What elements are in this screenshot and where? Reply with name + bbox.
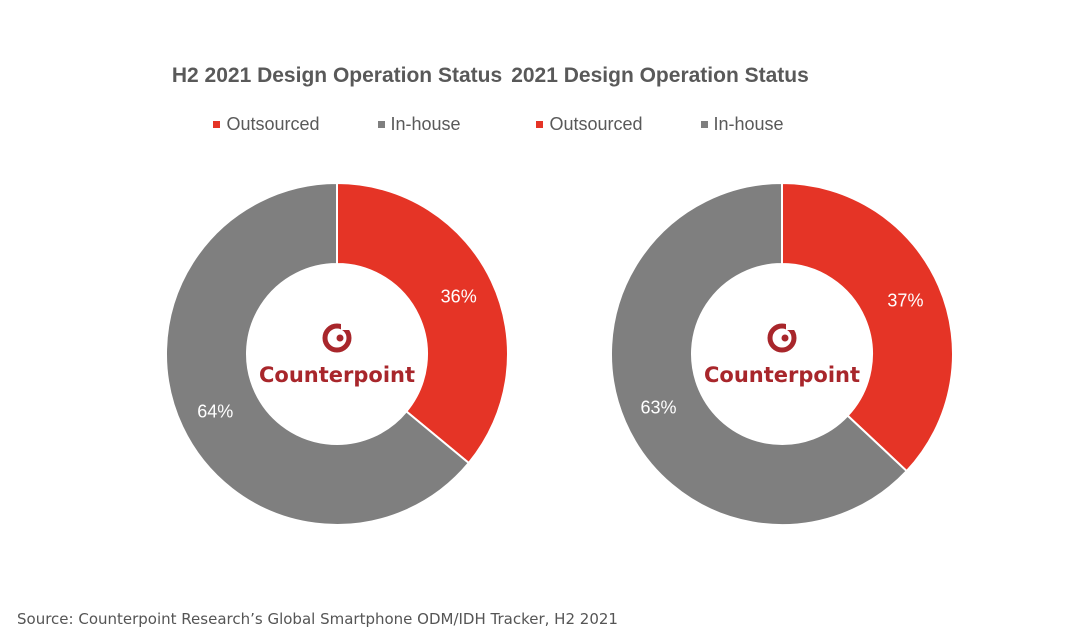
donut-slice-outsourced <box>336 181 510 465</box>
data-label: 36% <box>441 287 477 307</box>
data-label: 37% <box>887 291 923 311</box>
legend-item-outsourced: Outsourced <box>213 114 320 135</box>
legend-swatch-outsourced <box>213 121 221 128</box>
legend-label: In-house <box>713 114 784 134</box>
legend-item-inhouse: In-house <box>700 114 784 135</box>
data-label: 63% <box>641 397 677 417</box>
chart-title: 2021 Design Operation Status <box>511 64 809 87</box>
chart-title: H2 2021 Design Operation Status <box>171 64 503 87</box>
logo-text: Counterpoint <box>704 363 860 387</box>
donut-slice-inhouse <box>165 181 471 526</box>
legend-item-outsourced: Outsourced <box>536 114 643 135</box>
logo-text: Counterpoint <box>259 363 415 387</box>
donut-slice-outsourced <box>781 181 955 473</box>
chart-h2-2021: H2 2021 Design Operation Status Outsourc… <box>0 0 540 600</box>
legend-swatch-inhouse <box>377 121 385 128</box>
counterpoint-logo: Counterpoint <box>704 323 860 387</box>
legend-label: Outsourced <box>549 114 643 134</box>
legend-swatch-inhouse <box>700 121 708 128</box>
legend-item-inhouse: In-house <box>377 114 461 135</box>
donut-slice-inhouse <box>610 181 909 526</box>
source-note: Source: Counterpoint Research’s Global S… <box>17 610 618 628</box>
legend-label: Outsourced <box>226 114 320 134</box>
donut-chart: 36% 64% Counterpoint <box>165 181 510 526</box>
legend-label: In-house <box>390 114 461 134</box>
data-label: 64% <box>197 401 233 421</box>
chart-legend: Outsourced In-house <box>323 114 997 135</box>
chart-2021: 2021 Design Operation Status Outsourced … <box>445 0 985 600</box>
chart-legend: Outsourced In-house <box>0 114 674 135</box>
counterpoint-logo: Counterpoint <box>259 323 415 387</box>
donut-chart: 37% 63% Counterpoint <box>610 181 955 526</box>
legend-swatch-outsourced <box>536 121 544 128</box>
